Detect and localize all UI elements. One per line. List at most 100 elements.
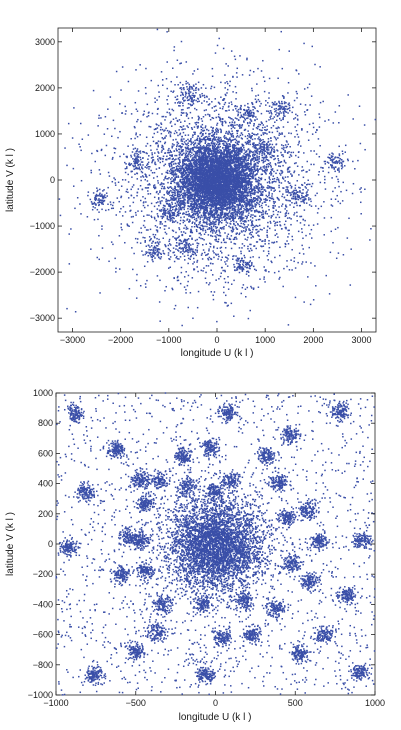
data-point xyxy=(227,202,229,204)
data-point xyxy=(210,164,212,166)
data-point xyxy=(199,159,201,161)
data-point xyxy=(182,195,184,197)
data-point xyxy=(218,160,220,162)
data-point xyxy=(176,182,178,184)
data-point xyxy=(243,227,245,229)
data-point xyxy=(190,149,192,151)
data-point xyxy=(167,150,169,152)
data-point xyxy=(173,161,175,163)
data-point xyxy=(169,154,171,156)
data-point xyxy=(215,196,217,198)
data-point xyxy=(212,146,214,148)
data-point xyxy=(250,144,252,146)
data-point xyxy=(232,173,234,175)
data-point xyxy=(285,215,287,217)
data-point xyxy=(278,180,280,182)
data-point xyxy=(221,141,223,143)
data-point xyxy=(205,141,207,143)
data-point xyxy=(165,176,167,178)
data-point xyxy=(243,175,245,177)
data-point xyxy=(244,226,246,228)
data-point xyxy=(253,208,255,210)
data-point xyxy=(252,174,254,176)
data-point xyxy=(178,203,180,205)
data-point xyxy=(201,189,203,191)
data-point xyxy=(205,143,207,145)
data-point xyxy=(248,212,250,214)
data-point xyxy=(209,180,211,182)
data-point xyxy=(241,171,243,173)
data-point xyxy=(184,174,186,176)
data-point xyxy=(233,189,235,191)
data-point xyxy=(268,163,270,165)
data-point xyxy=(217,123,219,125)
data-point xyxy=(227,157,229,159)
data-point xyxy=(192,147,194,149)
data-point xyxy=(195,152,197,154)
data-point xyxy=(235,217,237,219)
data-point xyxy=(195,174,197,176)
data-point xyxy=(157,201,159,203)
data-point xyxy=(196,162,198,164)
data-point xyxy=(217,248,219,250)
data-point xyxy=(262,160,264,162)
data-point xyxy=(173,163,175,165)
data-point xyxy=(246,186,248,188)
data-point xyxy=(191,210,193,212)
data-point xyxy=(192,167,194,169)
data-point xyxy=(199,169,201,171)
data-point xyxy=(222,188,224,190)
data-point xyxy=(216,144,218,146)
data-point xyxy=(256,195,258,197)
data-point xyxy=(225,196,227,198)
data-point xyxy=(279,162,281,164)
data-point xyxy=(185,154,187,156)
data-point xyxy=(209,257,211,259)
data-point xyxy=(194,126,196,128)
data-point xyxy=(234,215,236,217)
data-point xyxy=(196,231,198,233)
data-point xyxy=(222,157,224,159)
data-point xyxy=(257,171,259,173)
data-point xyxy=(203,184,205,186)
data-point xyxy=(242,178,244,180)
data-point xyxy=(262,191,264,193)
data-point xyxy=(231,177,233,179)
data-point xyxy=(230,172,232,174)
data-point xyxy=(202,219,204,221)
data-point xyxy=(258,204,260,206)
data-point xyxy=(167,182,169,184)
data-point xyxy=(217,210,219,212)
data-point xyxy=(169,164,171,166)
data-point xyxy=(262,157,264,159)
data-point xyxy=(249,166,251,168)
data-point xyxy=(203,157,205,159)
data-point xyxy=(228,216,230,218)
data-point xyxy=(181,209,183,211)
data-point xyxy=(256,155,258,157)
data-point xyxy=(220,139,222,141)
data-point xyxy=(274,178,276,180)
data-point xyxy=(259,158,261,160)
data-point xyxy=(222,210,224,212)
data-point xyxy=(194,201,196,203)
data-point xyxy=(186,165,188,167)
data-point xyxy=(154,152,156,154)
data-point xyxy=(176,155,178,157)
data-point xyxy=(213,198,215,200)
data-point xyxy=(199,221,201,223)
data-point xyxy=(203,170,205,172)
data-point xyxy=(175,179,177,181)
data-point xyxy=(252,172,254,174)
data-point xyxy=(197,137,199,139)
data-point xyxy=(213,215,215,217)
data-point xyxy=(230,159,232,161)
data-point xyxy=(247,160,249,162)
data-point xyxy=(195,180,197,182)
data-point xyxy=(187,156,189,158)
data-point xyxy=(228,131,230,133)
data-point xyxy=(217,142,219,144)
data-point xyxy=(153,177,155,179)
data-point xyxy=(204,188,206,190)
data-point xyxy=(191,155,193,157)
